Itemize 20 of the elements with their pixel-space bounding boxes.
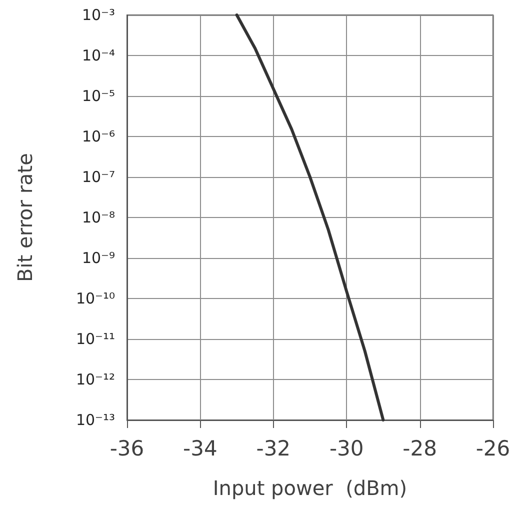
y-tick-label: 10⁻⁷	[82, 168, 115, 186]
y-tick-label: 10⁻¹⁰	[76, 290, 115, 308]
y-tick-label: 10⁻⁴	[82, 46, 115, 64]
x-axis-title: Input power (dBm)	[212, 476, 408, 500]
x-tick-label: -34	[183, 436, 218, 460]
y-tick-label: 10⁻¹²	[76, 370, 115, 388]
x-tick-label: -26	[476, 436, 510, 460]
x-tick-label: -36	[110, 436, 144, 460]
y-tick-label: 10⁻⁶	[82, 128, 115, 146]
y-axis-title: Bit error rate	[13, 153, 37, 282]
x-tick-label: -28	[402, 436, 437, 460]
y-tick-label: 10⁻³	[82, 6, 115, 24]
x-tick-label: -30	[329, 436, 364, 460]
y-tick-label: 10⁻⁸	[82, 208, 115, 226]
y-tick-label: 10⁻¹³	[76, 411, 115, 429]
x-tick-label: -32	[256, 436, 291, 460]
line-series	[235, 14, 385, 422]
y-tick-label: 10⁻⁹	[82, 249, 115, 267]
y-tick-label: 10⁻¹¹	[76, 330, 115, 348]
y-tick-label: 10⁻⁵	[82, 87, 115, 105]
